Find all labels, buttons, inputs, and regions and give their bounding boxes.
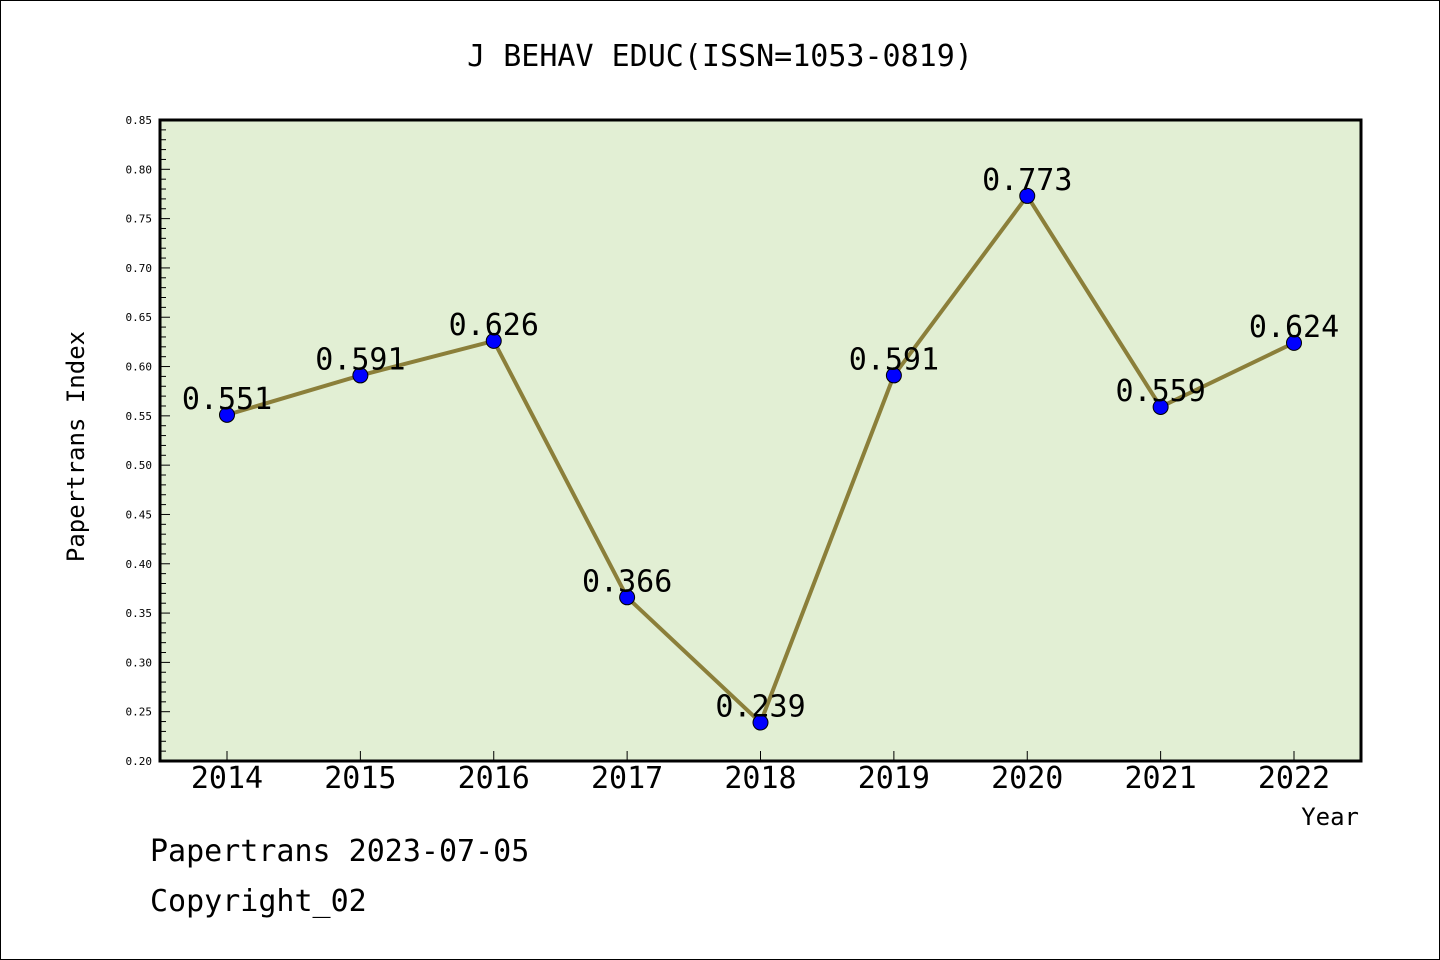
data-point (752, 714, 769, 731)
data-point (1286, 334, 1302, 351)
y-tick-label: 0.25 (126, 706, 153, 719)
x-tick-label: 2015 (324, 761, 396, 796)
data-point (219, 406, 235, 423)
x-tick-label: 2014 (191, 761, 263, 796)
y-tick-label: 0.20 (126, 755, 153, 768)
data-point (619, 589, 636, 606)
data-label: 0.773 (982, 163, 1072, 198)
y-tick-label: 0.45 (126, 508, 153, 521)
data-label: 0.591 (315, 342, 405, 377)
footer-date: Papertrans 2023-07-05 (150, 834, 530, 869)
y-tick-label: 0.55 (126, 410, 153, 423)
plot-border (158, 118, 1363, 763)
data-label: 0.626 (449, 308, 539, 343)
data-label: 0.551 (182, 382, 272, 417)
data-point (485, 332, 502, 349)
data-label: 0.559 (1115, 374, 1205, 409)
y-tick-label: 0.85 (126, 114, 153, 127)
data-label: 0.366 (582, 564, 672, 599)
data-point (1019, 187, 1036, 204)
data-point (1152, 398, 1169, 415)
x-tick-label: 2019 (858, 761, 930, 796)
plot-area (160, 120, 1361, 761)
y-axis-ticks: 0.20 0.25 0.30 0.35 0.40 0.45 0.50 0.55 0.60 0.65… (126, 114, 170, 768)
x-tick-label: 2018 (724, 761, 796, 796)
y-tick-label: 0.75 (126, 213, 153, 226)
x-tick-label: 2017 (591, 761, 663, 796)
data-label: 0.239 (715, 690, 805, 725)
data-label: 0.624 (1249, 310, 1339, 345)
y-tick-label: 0.60 (126, 361, 153, 374)
footer-copyright: Copyright_02 (150, 884, 367, 919)
y-tick-label: 0.30 (126, 656, 153, 669)
y-axis-label: Papertrans Index (62, 331, 90, 562)
x-tick-label: 2020 (991, 761, 1063, 796)
series-group: 0.551 0.591 0.626 0.366 0.239 0.591 0.773 0.559… (182, 163, 1339, 731)
x-axis-label: Year (1301, 803, 1359, 831)
y-tick-label: 0.35 (126, 607, 153, 620)
x-tick-label: 2022 (1258, 761, 1330, 796)
data-point (885, 367, 902, 384)
x-axis-ticks: 2014 2015 2016 2017 2018 2019 2020 2021 2022 (191, 751, 1330, 796)
y-tick-label: 0.80 (126, 163, 153, 176)
x-tick-label: 2021 (1125, 761, 1197, 796)
chart-title: J BEHAV EDUC(ISSN=1053-0819) (467, 39, 973, 74)
y-tick-label: 0.50 (126, 459, 153, 472)
data-point (352, 367, 369, 384)
y-tick-label: 0.70 (126, 262, 153, 275)
data-label: 0.591 (849, 342, 939, 377)
y-tick-label: 0.65 (126, 311, 153, 324)
y-tick-label: 0.40 (126, 558, 153, 571)
x-tick-label: 2016 (458, 761, 530, 796)
